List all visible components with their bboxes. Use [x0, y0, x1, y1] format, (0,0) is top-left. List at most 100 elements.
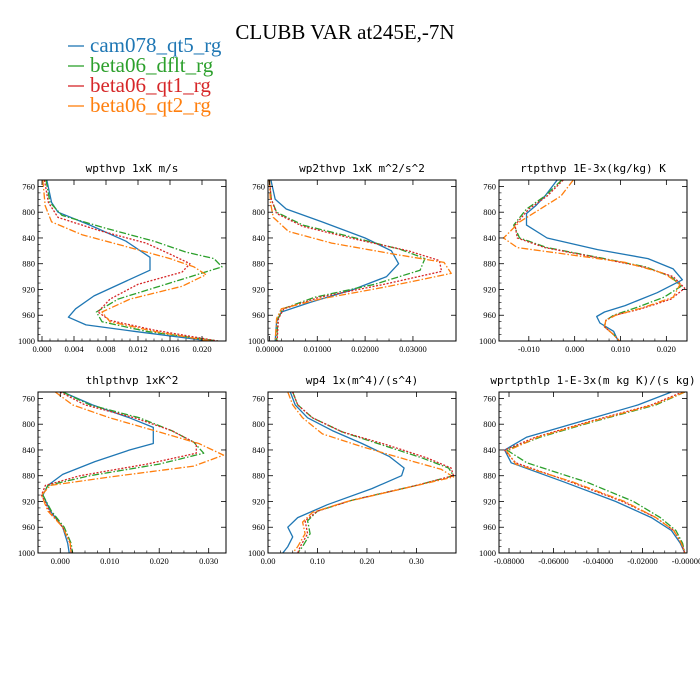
y-tick-label: 960: [22, 310, 35, 320]
series-line-cam078_qt5_rg: [270, 180, 400, 341]
y-tick-label: 1000: [18, 336, 35, 346]
x-tick-label: 0.20: [360, 556, 375, 566]
y-tick-label: 800: [483, 207, 496, 217]
x-tick-label: -0.06000: [538, 556, 568, 566]
x-tick-label: 0.012: [128, 344, 147, 354]
y-tick-label: 920: [22, 496, 35, 506]
y-tick-label: 880: [252, 259, 265, 269]
legend-label: beta06_qt2_rg: [90, 93, 211, 117]
series-group: [503, 392, 686, 553]
series-line-beta06_dflt_rg: [45, 180, 223, 341]
x-tick-label: 0.020: [192, 344, 211, 354]
series-line-cam078_qt5_rg: [525, 180, 684, 341]
y-tick-label: 1000: [248, 548, 265, 558]
y-tick-label: 880: [252, 471, 265, 481]
y-tick-label: 1000: [479, 548, 496, 558]
series-line-cam078_qt5_rg: [503, 392, 686, 553]
legend-label: cam078_qt5_rg: [90, 33, 222, 57]
x-tick-label: 0.01000: [303, 344, 331, 354]
series-line-beta06_dflt_rg: [513, 180, 682, 341]
y-tick-label: 1000: [18, 548, 35, 558]
series-line-beta06_qt2_rg: [268, 180, 452, 341]
panel-title: wpthvp 1xK m/s: [86, 162, 179, 175]
plot-frame: [498, 179, 688, 342]
y-tick-label: 920: [483, 284, 496, 294]
y-tick-label: 840: [252, 233, 265, 243]
panel-title: thlpthvp 1xK^2: [86, 374, 179, 387]
y-tick-label: 960: [22, 522, 35, 532]
series-line-beta06_qt2_rg: [40, 392, 225, 553]
y-tick-label: 880: [22, 259, 35, 269]
plot-frame: [37, 391, 227, 554]
y-tick-label: 760: [252, 181, 265, 191]
y-tick-label: 800: [22, 207, 35, 217]
legend-label: beta06_dflt_rg: [90, 53, 214, 77]
legend-label: beta06_qt1_rg: [90, 73, 211, 97]
y-tick-label: 960: [252, 522, 265, 532]
plot-frame: [267, 391, 457, 554]
x-tick-label: -0.02000: [627, 556, 657, 566]
series-line-beta06_qt1_rg: [503, 392, 686, 553]
series-line-beta06_dflt_rg: [268, 180, 426, 341]
y-tick-label: 920: [252, 284, 265, 294]
x-tick-label: -0.010: [518, 344, 540, 354]
panel-title: rtpthvp 1E-3x(kg/kg) K: [520, 162, 666, 175]
y-tick-label: 1000: [479, 336, 496, 346]
series-line-beta06_qt2_rg: [506, 392, 686, 553]
plot-frame: [37, 179, 227, 342]
plot-frame: [498, 391, 688, 554]
x-tick-label: -0.08000: [494, 556, 524, 566]
panel-5: wp4 1x(m^4)/(s^4) 0.00 0.10 0.20 0.30 760 800 8…: [248, 374, 457, 566]
y-tick-label: 880: [22, 471, 35, 481]
panel-title: wp2thvp 1xK m^2/s^2: [299, 162, 425, 175]
y-tick-label: 760: [22, 181, 35, 191]
panel-1: wpthvp 1xK m/s 0.000 0.004 0.008 0.012 0.016 0…: [18, 162, 227, 354]
y-tick-label: 760: [252, 393, 265, 403]
x-tick-label: 0.004: [64, 344, 84, 354]
x-tick-label: 0.020: [150, 556, 169, 566]
series-group: [502, 180, 686, 341]
x-tick-label: 0.000: [51, 556, 70, 566]
y-tick-label: 840: [252, 445, 265, 455]
x-tick-label: 0.020: [657, 344, 676, 354]
y-tick-label: 800: [252, 419, 265, 429]
y-tick-label: 920: [22, 284, 35, 294]
panel-title: wp4 1x(m^4)/(s^4): [306, 374, 419, 387]
x-tick-label: 0.000: [32, 344, 51, 354]
x-tick-label: 0.03000: [399, 344, 427, 354]
x-tick-label: 0.00: [261, 556, 276, 566]
panel-2: wp2thvp 1xK m^2/s^2 0.00000 0.01000 0.02000…: [248, 162, 457, 354]
series-group: [42, 180, 223, 341]
y-tick-label: 800: [252, 207, 265, 217]
legend-entry: cam078_qt5_rg: [68, 33, 222, 57]
legend-entry: beta06_qt1_rg: [68, 73, 211, 97]
series-line-beta06_qt1_rg: [43, 180, 219, 341]
y-tick-label: 760: [483, 393, 496, 403]
series-line-beta06_qt1_rg: [292, 392, 455, 553]
series-line-beta06_qt2_rg: [42, 180, 211, 341]
x-tick-label: 0.02000: [351, 344, 379, 354]
y-tick-label: 840: [483, 445, 496, 455]
series-line-cam078_qt5_rg: [282, 392, 405, 553]
x-tick-label: 0.010: [100, 556, 119, 566]
x-tick-label: 0.30: [409, 556, 424, 566]
series-group: [268, 180, 452, 341]
series-line-cam078_qt5_rg: [46, 180, 211, 341]
x-tick-label: 0.008: [96, 344, 115, 354]
series-line-beta06_dflt_rg: [506, 392, 686, 553]
panel-3: rtpthvp 1E-3x(kg/kg) K -0.010 0.000 0.010 0.…: [479, 162, 688, 354]
y-tick-label: 760: [483, 181, 496, 191]
x-tick-label: 0.000: [565, 344, 584, 354]
panel-6: wprtpthlp 1-E-3x(m kg K)/(s kg) -0.08000 -…: [479, 374, 700, 566]
y-tick-label: 960: [483, 522, 496, 532]
series-line-beta06_qt2_rg: [287, 392, 455, 553]
figure-title: CLUBB VAR at245E,-7N: [235, 20, 454, 44]
series-line-beta06_dflt_rg: [292, 392, 455, 553]
y-tick-label: 800: [483, 419, 496, 429]
y-tick-label: 760: [22, 393, 35, 403]
x-tick-label: 0.016: [160, 344, 179, 354]
panel-4: thlpthvp 1xK^2 0.000 0.010 0.020 0.030 760 800…: [18, 374, 227, 566]
x-tick-label: -0.00000: [672, 556, 700, 566]
y-tick-label: 800: [22, 419, 35, 429]
